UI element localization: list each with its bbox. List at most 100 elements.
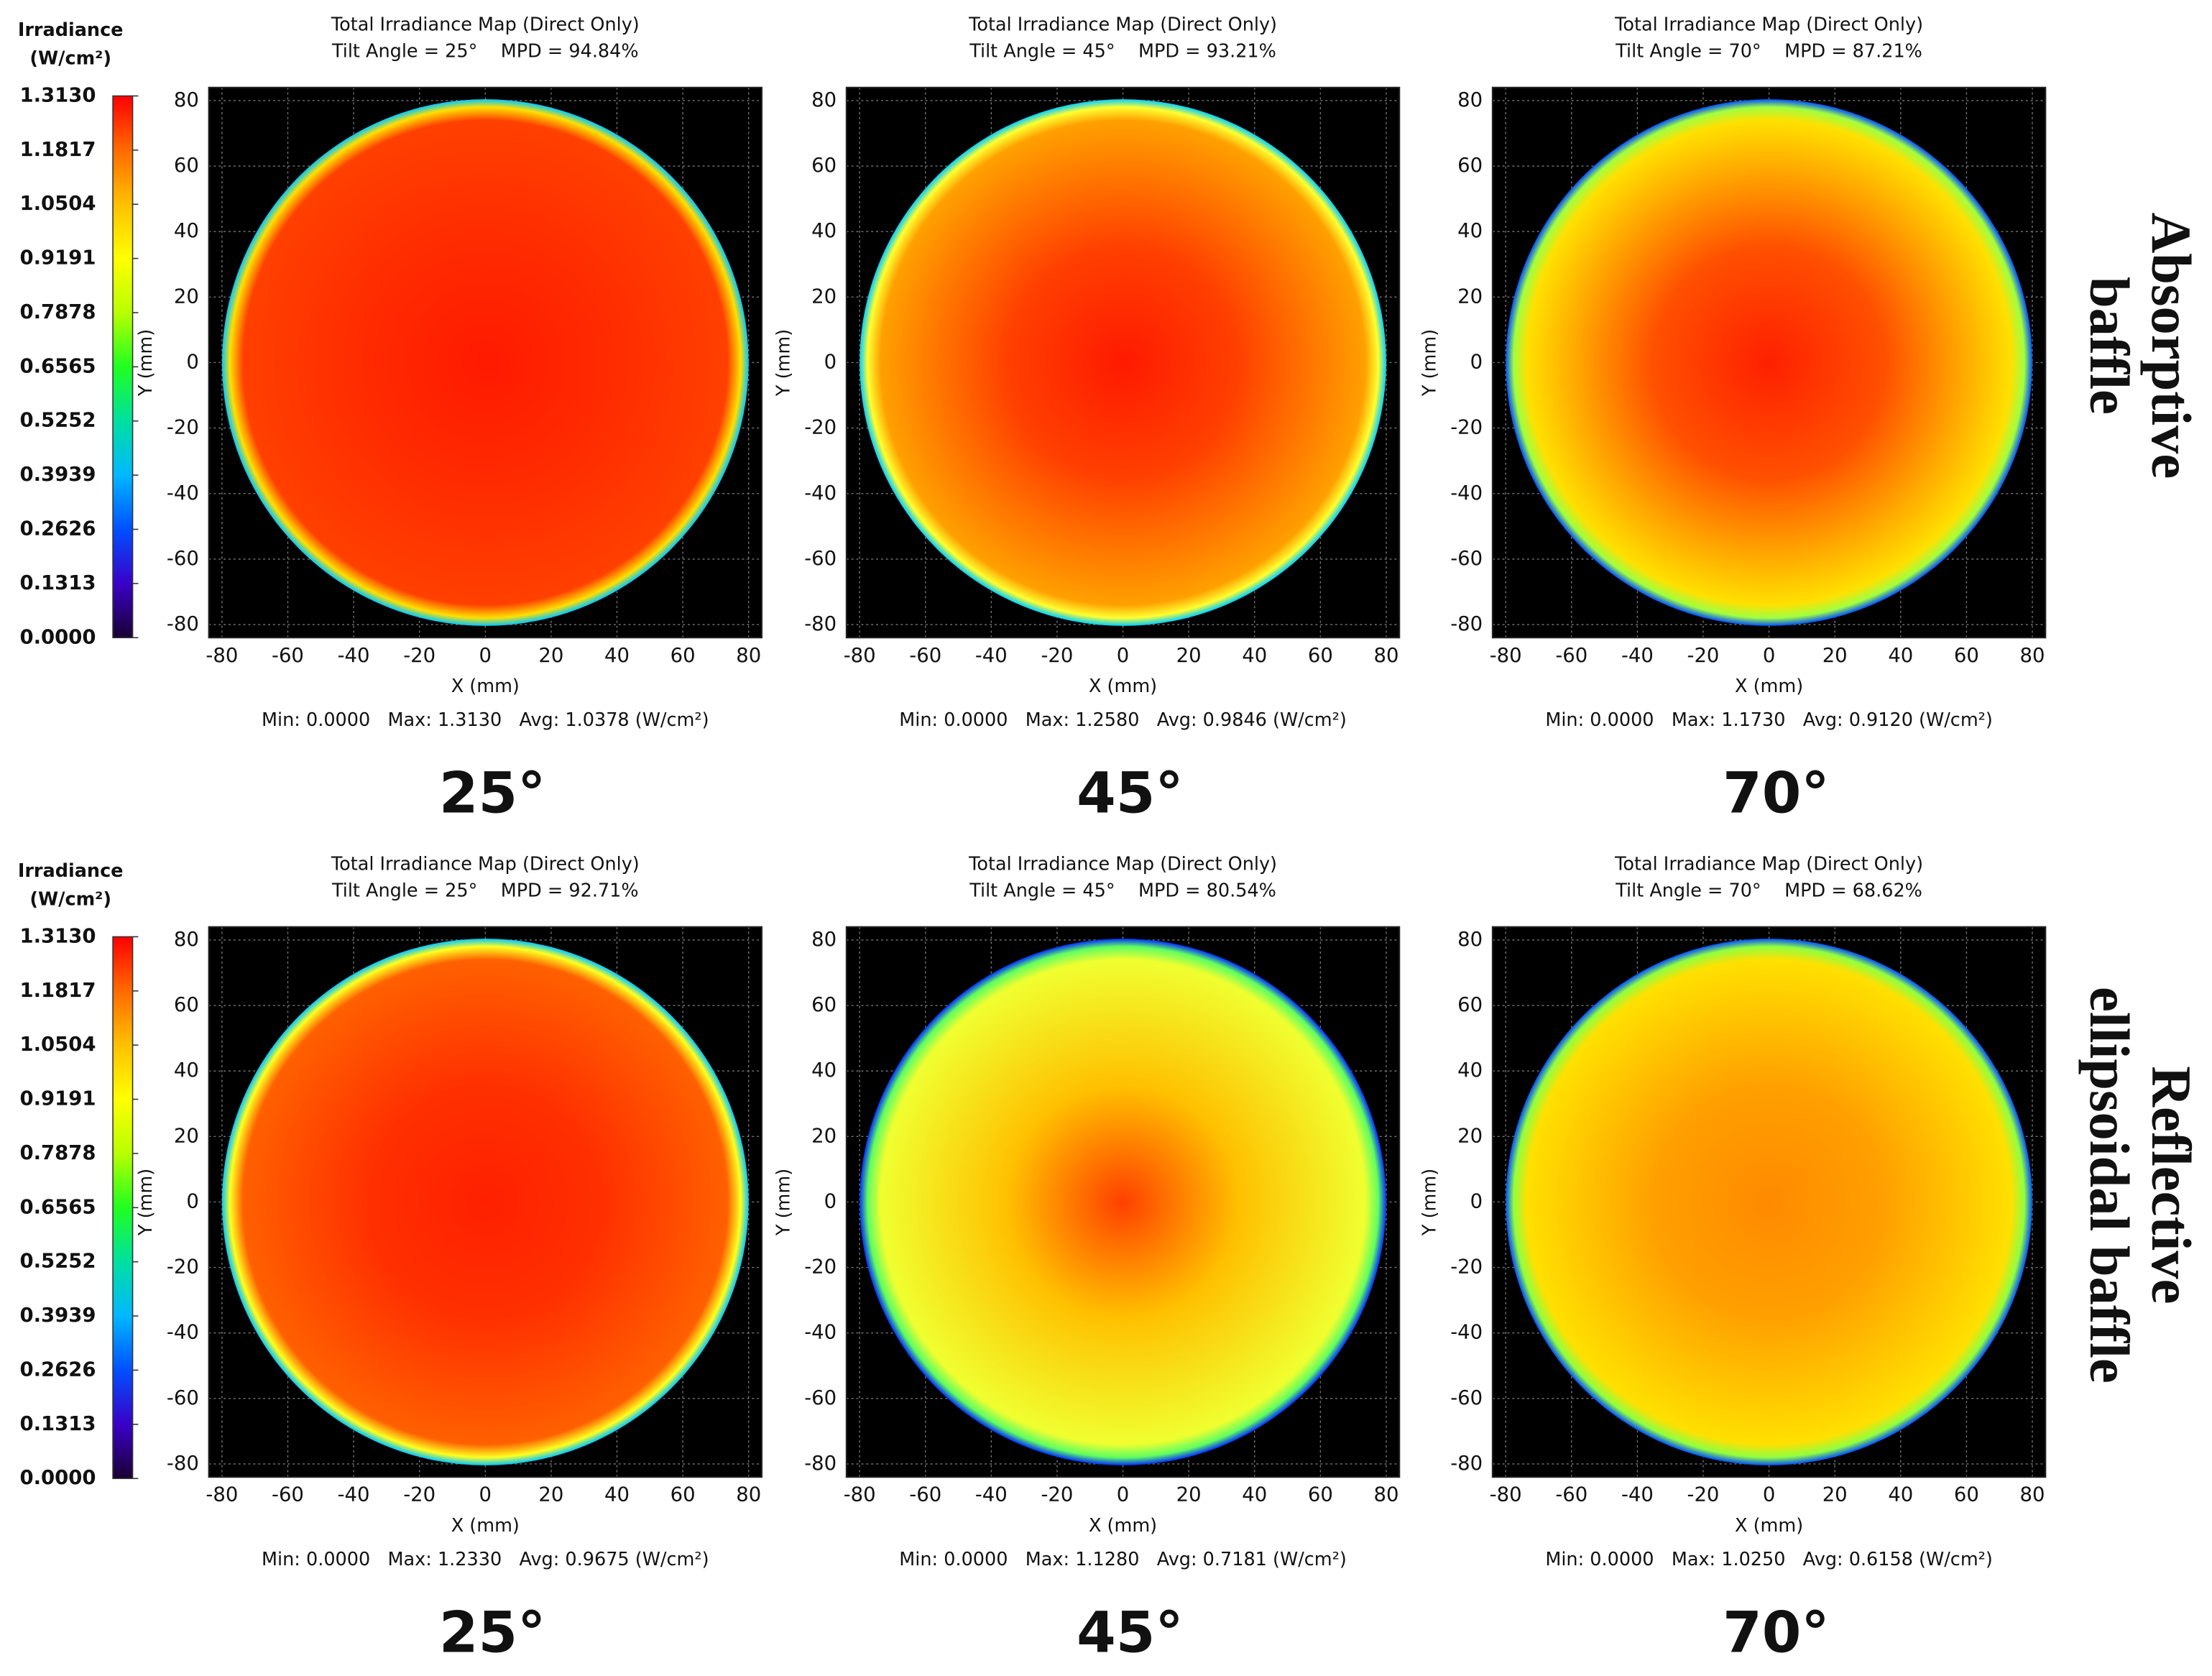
colorbar-tick-label: 0.3939 (20, 463, 96, 486)
y-tick-label: -40 (167, 1321, 199, 1344)
y-tick-label: 40 (811, 219, 837, 242)
y-tick-label: -60 (167, 547, 199, 570)
row-label: baffle (2078, 277, 2141, 415)
irradiance-disc (1506, 939, 2033, 1465)
colorbar-tick-label: 0.6565 (20, 1195, 96, 1218)
stats-label: Min: 0.0000 Max: 1.3130 Avg: 1.0378 (W/c… (262, 709, 709, 731)
x-tick-label: 0 (479, 644, 492, 667)
y-tick-label: 40 (174, 1059, 199, 1082)
colorbar-tick-label: 0.1313 (20, 571, 96, 594)
plot-frame (845, 926, 1401, 1478)
row-label: Absorptive (2140, 213, 2203, 479)
y-tick-label: -40 (804, 1321, 837, 1344)
colorbar-tick-label: 1.1817 (20, 138, 96, 161)
colorbar-tick-label: 0.9191 (20, 1087, 96, 1110)
y-tick-label: 80 (811, 88, 837, 111)
x-axis-label: X (mm) (1089, 1515, 1157, 1537)
y-tick-label: 60 (1457, 993, 1483, 1016)
x-tick-label: -40 (338, 1483, 370, 1506)
colorbar (112, 95, 134, 639)
y-tick-label: -80 (804, 1452, 837, 1475)
y-tick-label: 20 (1457, 1124, 1483, 1147)
y-tick-label: 80 (1457, 928, 1483, 951)
y-tick-label: -40 (1450, 1321, 1483, 1344)
y-tick-label: -80 (804, 612, 837, 635)
stats-label: Min: 0.0000 Max: 1.2580 Avg: 0.9846 (W/c… (899, 709, 1346, 731)
x-tick-label: 40 (604, 644, 630, 667)
x-tick-label: -60 (272, 1483, 304, 1506)
y-axis-label: Y (mm) (135, 1169, 157, 1236)
colorbar-tick-label: 1.3130 (20, 83, 96, 106)
x-tick-label: -20 (1687, 644, 1720, 667)
y-tick-label: 0 (1470, 1189, 1483, 1212)
y-tick-label: 80 (174, 928, 199, 951)
x-tick-label: -60 (909, 1483, 941, 1506)
chart-subtitle: Tilt Angle = 25° MPD = 92.71% (331, 880, 639, 902)
y-axis-label: Y (mm) (135, 329, 157, 397)
x-tick-label: 60 (670, 1483, 696, 1506)
x-tick-label: -60 (272, 644, 304, 667)
chart-title: Total Irradiance Map (Direct Only) (331, 853, 640, 875)
x-tick-label: 0 (1763, 1483, 1775, 1506)
y-tick-label: 0 (186, 1189, 198, 1212)
x-tick-label: 20 (1176, 644, 1202, 667)
x-axis-label: X (mm) (1089, 676, 1157, 697)
x-tick-label: 80 (736, 644, 761, 667)
plot-frame (208, 926, 763, 1478)
y-tick-label: 0 (824, 350, 837, 373)
x-tick-label: 0 (479, 1483, 492, 1506)
colorbar-tick-label: 0.0000 (20, 1466, 96, 1489)
colorbar-tick-label: 0.1313 (20, 1412, 96, 1435)
chart-title: Total Irradiance Map (Direct Only) (968, 853, 1277, 875)
y-tick-label: -20 (167, 416, 199, 439)
x-tick-label: -80 (844, 1483, 876, 1506)
x-axis-label: X (mm) (1735, 1515, 1803, 1537)
colorbar-tick-label: 1.1817 (20, 979, 96, 1002)
x-axis-label: X (mm) (451, 1515, 520, 1537)
y-tick-label: 60 (811, 993, 837, 1016)
y-tick-label: -60 (167, 1386, 199, 1409)
x-tick-label: 0 (1763, 644, 1775, 667)
chart-title: Total Irradiance Map (Direct Only) (968, 14, 1277, 35)
x-tick-label: 0 (1117, 644, 1129, 667)
chart-subtitle: Tilt Angle = 45° MPD = 80.54% (969, 880, 1276, 902)
y-tick-label: 0 (824, 1189, 837, 1212)
y-tick-label: 0 (1470, 350, 1483, 373)
x-tick-label: -60 (1555, 1483, 1587, 1506)
y-tick-label: 20 (811, 285, 837, 308)
y-tick-label: -80 (167, 1452, 199, 1475)
colorbar-unit: (W/cm²) (29, 47, 111, 69)
stats-label: Min: 0.0000 Max: 1.0250 Avg: 0.6158 (W/c… (1545, 1549, 1992, 1570)
irradiance-disc (221, 939, 749, 1465)
stats-label: Min: 0.0000 Max: 1.1280 Avg: 0.7181 (W/c… (899, 1549, 1346, 1570)
y-tick-label: 40 (1457, 219, 1483, 242)
y-tick-label: 40 (811, 1059, 837, 1082)
y-axis-label: Y (mm) (773, 1169, 794, 1236)
x-tick-label: -80 (1490, 1483, 1522, 1506)
colorbar-tick-label: 0.5252 (20, 1250, 96, 1273)
x-tick-label: 80 (1373, 1483, 1398, 1506)
chart-subtitle: Tilt Angle = 70° MPD = 87.21% (1615, 41, 1922, 63)
x-tick-label: -20 (1687, 1483, 1720, 1506)
colorbar-title: Irradiance (18, 19, 124, 41)
x-tick-label: -80 (1490, 644, 1522, 667)
y-axis-label: Y (mm) (1419, 329, 1440, 397)
x-tick-label: 80 (2020, 1483, 2045, 1506)
row-label: ellipsoidal baffle (2078, 987, 2141, 1383)
y-tick-label: -20 (1450, 416, 1483, 439)
colorbar-tick-label: 0.9191 (20, 247, 96, 270)
x-tick-label: 40 (604, 1483, 630, 1506)
y-tick-label: 60 (174, 154, 199, 177)
y-tick-label: 60 (1457, 154, 1483, 177)
x-tick-label: -20 (403, 1483, 436, 1506)
x-tick-label: 20 (1176, 1483, 1202, 1506)
colorbar-tick-label: 1.0504 (20, 1033, 96, 1056)
x-tick-label: 40 (1888, 1483, 1913, 1506)
colorbar-tick-label: 0.3939 (20, 1304, 96, 1327)
y-tick-label: -60 (804, 547, 837, 570)
x-tick-label: -20 (1041, 644, 1074, 667)
y-tick-label: -40 (167, 482, 199, 505)
stats-label: Min: 0.0000 Max: 1.2330 Avg: 0.9675 (W/c… (262, 1549, 709, 1570)
x-axis-label: X (mm) (1735, 676, 1803, 697)
colorbar (112, 936, 134, 1479)
